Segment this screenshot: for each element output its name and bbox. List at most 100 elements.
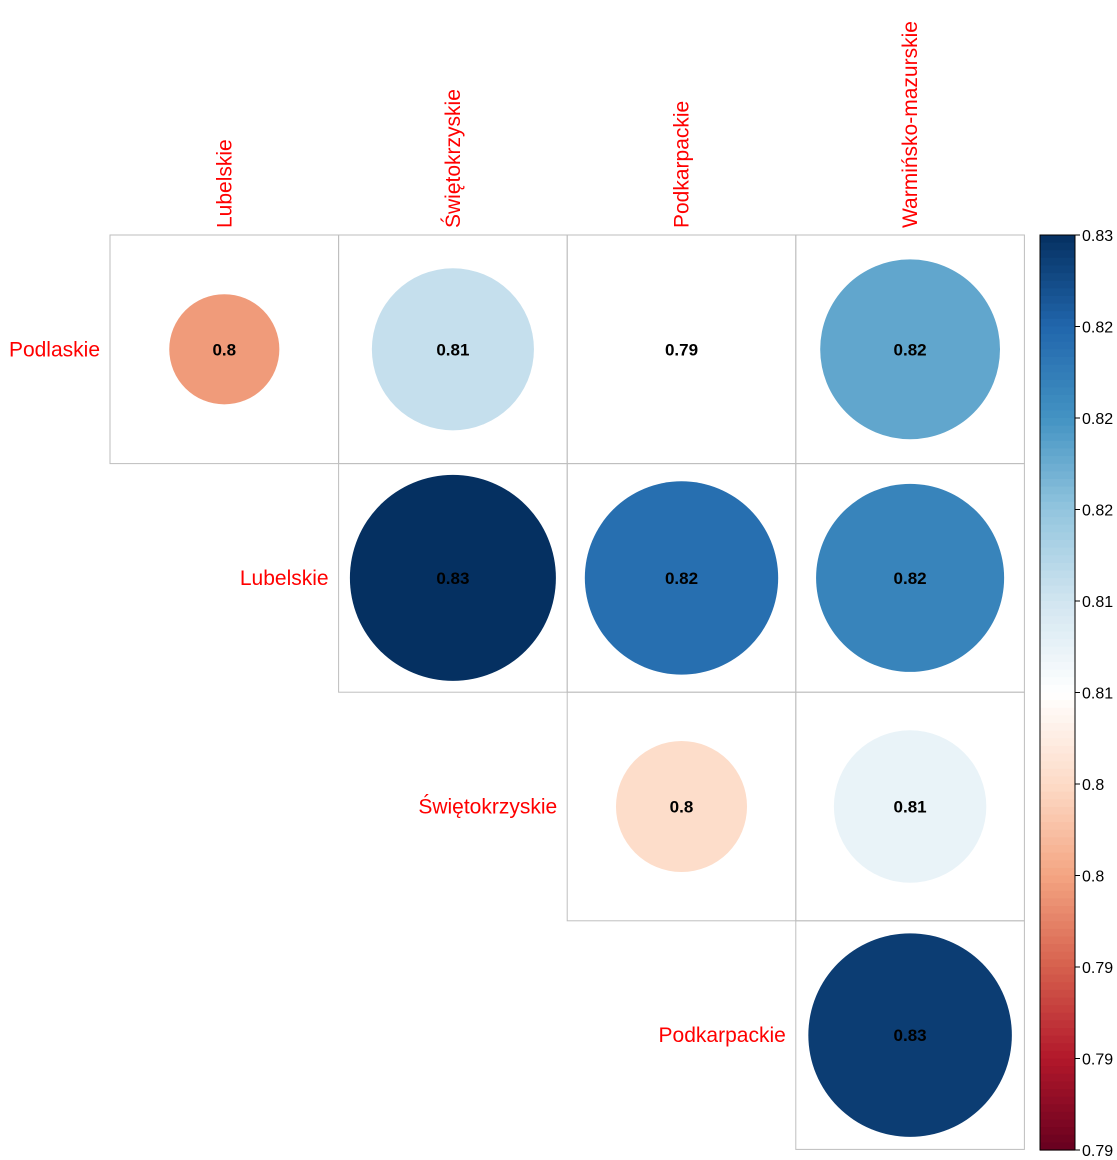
colorbar-segment (1040, 296, 1075, 305)
value-label: 0.81 (894, 798, 927, 817)
colorbar-segment (1040, 1134, 1075, 1143)
colorbar-segment (1040, 768, 1075, 777)
colorbar-segment (1040, 745, 1075, 755)
colorbar-segment (1040, 1119, 1075, 1128)
colorbar-segment (1040, 898, 1075, 907)
colorbar-segment (1040, 1012, 1075, 1021)
colorbar-segment (1040, 1096, 1075, 1105)
colorbar-segment (1040, 456, 1075, 465)
colorbar-segment (1040, 723, 1075, 732)
colorbar-segment (1040, 715, 1075, 724)
colorbar-segment (1040, 280, 1075, 289)
colorbar-segment (1040, 334, 1075, 343)
correlation-circle (584, 481, 779, 675)
colorbar-segment (1040, 479, 1075, 488)
colorbar-segment (1040, 318, 1075, 328)
row-label: Podlaskie (9, 338, 100, 361)
colorbar-segment (1040, 776, 1075, 785)
value-label: 0.82 (894, 340, 927, 359)
colorbar-segment (1040, 486, 1075, 495)
colorbar-tick-label: 0.82 (1082, 411, 1113, 428)
value-label: 0.81 (436, 340, 469, 359)
colorbar-segment (1040, 1127, 1075, 1136)
colorbar-segment (1040, 585, 1075, 594)
colorbar-segment (1040, 845, 1075, 854)
colorbar-segment (1040, 692, 1075, 701)
colorbar-segment (1040, 791, 1075, 800)
colorbar-segment (1040, 730, 1075, 739)
colorbar-segment (1040, 395, 1075, 404)
correlation-circle (349, 474, 556, 681)
row-label: Lubelskie (240, 567, 329, 590)
colorbar-segment (1040, 593, 1075, 602)
correlation-circle (833, 730, 987, 883)
colorbar-segment (1040, 601, 1075, 610)
colorbar-segment (1040, 379, 1075, 389)
colorbar-segment (1040, 578, 1075, 587)
colorbar-segment (1040, 883, 1075, 892)
colorbar-segment (1040, 303, 1075, 312)
colorbar-segment (1040, 707, 1075, 716)
colorbar-segment (1040, 867, 1075, 877)
colorbar-segment (1040, 311, 1075, 320)
colorbar-segment (1040, 471, 1075, 480)
colorbar-segment (1040, 967, 1075, 976)
colorbar-tick-label: 0.81 (1082, 686, 1113, 703)
colorbar-segment (1040, 684, 1075, 694)
colorbar-segment (1040, 547, 1075, 556)
value-label: 0.83 (436, 569, 469, 588)
colorbar-segment (1040, 1089, 1075, 1098)
colorbar-segment (1040, 608, 1075, 617)
colorbar-segment (1040, 410, 1075, 419)
colorbar-tick-label: 0.83 (1082, 228, 1113, 245)
colorbar-segment (1040, 1035, 1075, 1044)
colorbar-segment (1040, 799, 1075, 808)
value-label: 0.82 (894, 569, 927, 588)
colorbar-segment (1040, 806, 1075, 816)
column-label: Warmińsko-mazurskie (899, 21, 922, 228)
colorbar-segment (1040, 1081, 1075, 1090)
colorbar-segment (1040, 944, 1075, 953)
colorbar-segment (1040, 341, 1075, 350)
colorbar-segment (1040, 250, 1075, 259)
colorbar-segment (1040, 532, 1075, 541)
colorbar-segment (1040, 357, 1075, 366)
colorbar-segment (1040, 852, 1075, 861)
colorbar-segment (1040, 433, 1075, 442)
colorbar-segment (1040, 662, 1075, 671)
colorbar-segment (1040, 669, 1075, 678)
colorbar-segment (1040, 951, 1075, 960)
colorbar-segment (1040, 875, 1075, 884)
correlation-circle (816, 483, 1005, 672)
colorbar-segment (1040, 273, 1075, 282)
column-label: Podkarpackie (671, 101, 694, 228)
colorbar-segment (1040, 501, 1075, 511)
colorbar-segment (1040, 928, 1075, 938)
value-label: 0.83 (894, 1026, 927, 1045)
colorbar-segment (1040, 425, 1075, 434)
colorbar-tick-label: 0.81 (1082, 594, 1113, 611)
colorbar-segment (1040, 616, 1075, 625)
colorbar-segment (1040, 654, 1075, 663)
correlation-circle (820, 259, 1001, 440)
colorbar-tick-label: 0.82 (1082, 320, 1113, 337)
colorbar-segment (1040, 1050, 1075, 1060)
colorbar-tick-label: 0.82 (1082, 503, 1113, 520)
colorbar-segment (1040, 242, 1075, 251)
colorbar-segment (1040, 1142, 1075, 1151)
colorbar-segment (1040, 631, 1075, 640)
colorbar-segment (1040, 700, 1075, 709)
colorbar-tick-label: 0.79 (1082, 960, 1113, 977)
colorbar-segment (1040, 890, 1075, 899)
correlation-circle (615, 740, 748, 873)
colorbar-segment (1040, 1028, 1075, 1037)
colorbar-segment (1040, 753, 1075, 762)
colorbar-segment (1040, 1058, 1075, 1067)
colorbar-segment (1040, 562, 1075, 572)
colorbar-segment (1040, 1104, 1075, 1113)
colorbar-segment (1040, 494, 1075, 503)
colorbar-segment (1040, 837, 1075, 846)
value-label: 0.8 (212, 340, 236, 359)
colorbar-segment (1040, 257, 1075, 267)
